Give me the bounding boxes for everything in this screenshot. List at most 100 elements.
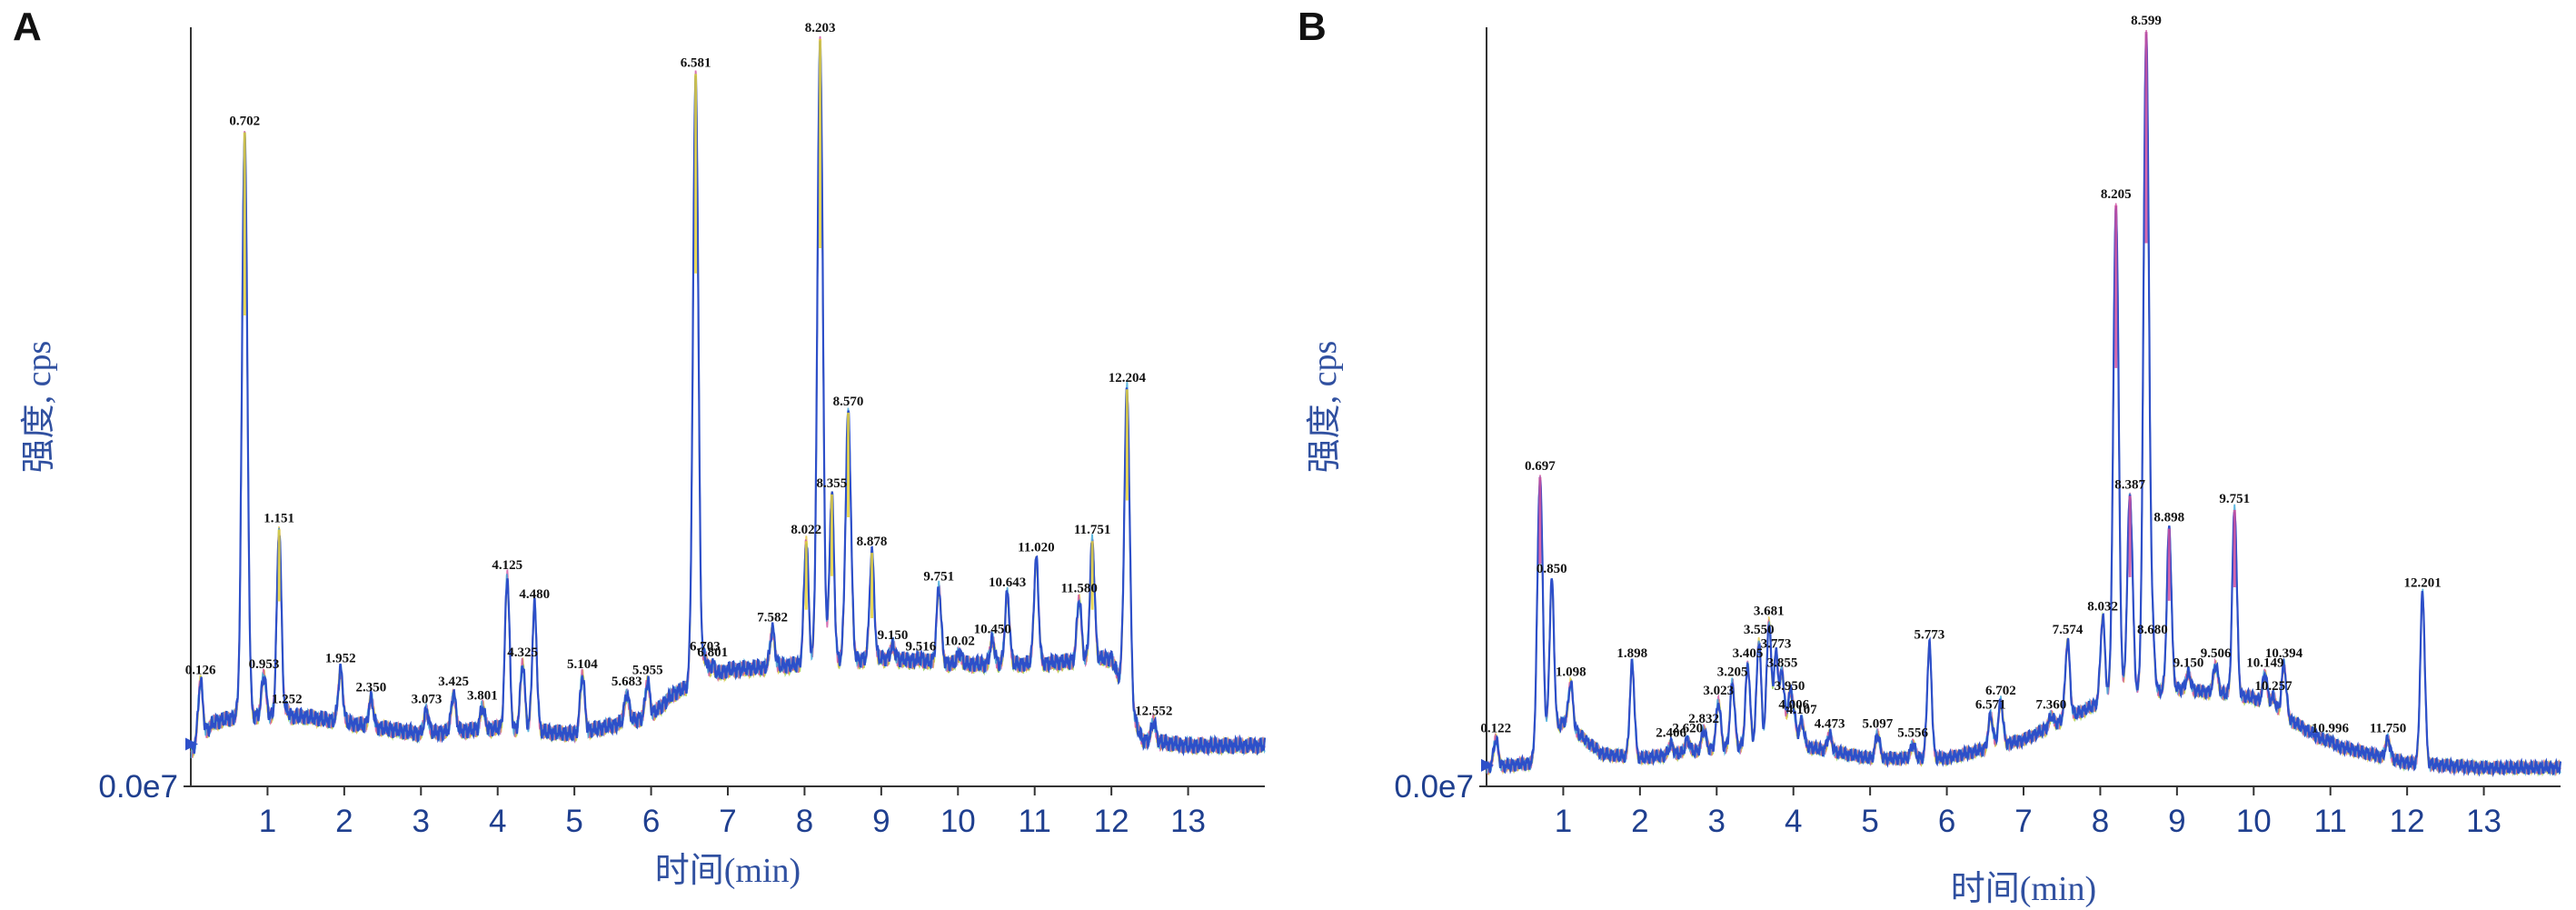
peak-label: 0.122 xyxy=(1480,721,1511,735)
peak-label: 12.201 xyxy=(2403,576,2441,591)
peak-label: 8.599 xyxy=(2131,14,2162,28)
series-main-line xyxy=(1485,34,2562,778)
peak-label: 5.683 xyxy=(612,675,642,689)
panel-letter: B xyxy=(1298,5,1327,49)
x-tick-label: 7 xyxy=(2014,804,2032,839)
peak-label: 8.878 xyxy=(857,535,888,549)
peak-label: 10.02 xyxy=(944,634,975,648)
peak-label: 8.387 xyxy=(2114,477,2145,492)
peak-label: 7.574 xyxy=(2053,623,2084,637)
peak-label: 8.032 xyxy=(2087,599,2118,614)
x-axis-title: 时间(min) xyxy=(1951,870,2096,908)
series-overlay-line xyxy=(1486,40,2561,777)
peak-label: 1.151 xyxy=(264,511,294,525)
peak-label: 2.406 xyxy=(1656,726,1686,741)
y-axis-title: 强度, cps xyxy=(20,341,58,474)
peak-label: 3.550 xyxy=(1744,623,1775,637)
peak-label: 7.582 xyxy=(757,611,788,625)
peak-label: 6.801 xyxy=(697,645,728,660)
x-tick-label: 1 xyxy=(1555,804,1572,839)
peak-label: 0.126 xyxy=(185,663,216,677)
series-overlay-line xyxy=(1486,37,2561,777)
peak-label: 3.855 xyxy=(1767,655,1798,670)
peak-label: 4.473 xyxy=(1815,716,1845,731)
peak-label: 5.773 xyxy=(1915,627,1945,642)
y-axis-title: 强度, cps xyxy=(1306,341,1344,474)
peak-label: 0.697 xyxy=(1525,459,1556,474)
peak-label: 10.996 xyxy=(2312,721,2350,735)
peak-label: 10.450 xyxy=(974,622,1011,636)
peak-label: 8.355 xyxy=(817,476,848,491)
peak-label: 6.571 xyxy=(1975,698,2006,713)
peak-label: 10.394 xyxy=(2265,646,2303,661)
peak-label: 1.098 xyxy=(1556,665,1586,680)
peak-label: 4.480 xyxy=(519,587,550,602)
peak-label: 11.580 xyxy=(1060,581,1097,595)
peak-label: 5.955 xyxy=(632,663,663,677)
x-tick-label: 3 xyxy=(1708,804,1726,839)
panel-letter: A xyxy=(13,5,42,49)
panel-a-chart: A0.0e70.5e71.0e71.5e72.0e72.5e73.0e73.5e… xyxy=(13,5,1267,890)
peak-label: 10.643 xyxy=(989,575,1026,590)
peak-label: 1.898 xyxy=(1616,646,1647,661)
peak-label: 8.898 xyxy=(2153,511,2184,525)
x-tick-label: 13 xyxy=(2466,804,2501,839)
peak-label: 3.773 xyxy=(1761,637,1792,652)
x-tick-label: 3 xyxy=(413,804,430,839)
peak-label: 0.702 xyxy=(229,115,260,129)
peak-label: 4.006 xyxy=(1778,698,1809,713)
peak-label: 9.751 xyxy=(2219,492,2250,506)
x-tick-label: 11 xyxy=(1019,804,1051,839)
x-tick-label: 6 xyxy=(642,804,660,839)
x-tick-label: 4 xyxy=(489,804,506,839)
y-tick-label: 0.0e7 xyxy=(1394,769,1474,805)
peak-label: 3.801 xyxy=(467,689,498,704)
x-tick-label: 5 xyxy=(565,804,582,839)
peak-label: 12.552 xyxy=(1135,704,1172,718)
x-tick-label: 8 xyxy=(2092,804,2109,839)
x-tick-label: 11 xyxy=(2314,804,2347,839)
x-tick-label: 13 xyxy=(1170,804,1206,839)
peak-label: 9.150 xyxy=(2173,655,2204,670)
x-tick-label: 4 xyxy=(1785,804,1802,839)
x-tick-label: 6 xyxy=(1938,804,1955,839)
x-tick-label: 2 xyxy=(335,804,353,839)
peak-label: 10.149 xyxy=(2246,655,2283,670)
y-tick-label: 0.0e7 xyxy=(98,769,178,805)
peak-label: 1.952 xyxy=(325,652,356,666)
peak-label: 3.950 xyxy=(1775,679,1805,694)
peak-label: 0.953 xyxy=(249,657,280,672)
peak-label: 5.104 xyxy=(567,657,598,672)
peak-label: 4.325 xyxy=(507,645,538,660)
peak-label: 5.556 xyxy=(1897,726,1928,741)
peak-label: 6.702 xyxy=(1985,684,2016,698)
peak-label: 3.425 xyxy=(438,675,469,689)
peak-label: 10.257 xyxy=(2254,679,2293,694)
x-tick-label: 2 xyxy=(1631,804,1648,839)
peak-label: 3.681 xyxy=(1754,605,1785,619)
peak-label: 1.252 xyxy=(272,693,303,707)
panel-b-chart: B0.0e70.5e71.0e71.5e72.0e72.5e73.0e73.5e… xyxy=(1298,5,2562,908)
peak-label: 8.205 xyxy=(2101,187,2132,202)
peak-label: 9.516 xyxy=(906,640,937,655)
peak-label: 11.020 xyxy=(1018,541,1054,555)
x-axis-title: 时间(min) xyxy=(655,852,801,890)
peak-label: 9.150 xyxy=(878,628,909,643)
series-main-line xyxy=(189,40,1267,756)
x-tick-label: 10 xyxy=(940,804,976,839)
x-tick-label: 8 xyxy=(796,804,813,839)
x-tick-label: 9 xyxy=(872,804,890,839)
peak-label: 9.751 xyxy=(923,570,954,585)
peak-label: 8.203 xyxy=(805,21,836,35)
peak-label: 6.703 xyxy=(690,640,721,655)
peak-label: 9.506 xyxy=(2201,646,2232,661)
x-tick-label: 12 xyxy=(1094,804,1129,839)
peak-label: 3.405 xyxy=(1733,646,1764,661)
peak-label: 2.350 xyxy=(356,681,387,695)
peak-label: 4.107 xyxy=(1786,703,1817,717)
peak-label: 5.097 xyxy=(1862,716,1893,731)
peak-label: 2.832 xyxy=(1688,712,1719,726)
peak-label: 6.581 xyxy=(681,55,711,70)
peak-label: 2.620 xyxy=(1672,721,1703,735)
